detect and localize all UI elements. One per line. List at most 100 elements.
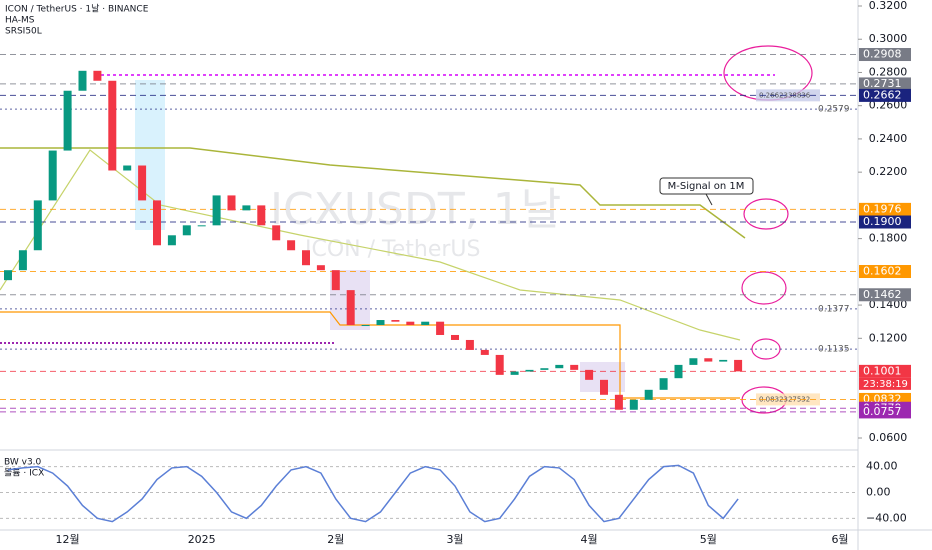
candle-body (465, 339, 474, 350)
y-tick-label: 0.0600 (869, 431, 908, 444)
price-tag-label: 0.1462 (863, 288, 902, 301)
candle-body (480, 349, 489, 355)
price-tag (859, 88, 911, 102)
candle-body (585, 369, 594, 380)
support-line (0, 311, 740, 399)
x-tick-label: 12월 (56, 533, 80, 546)
candle-body (540, 368, 549, 370)
candle-body (704, 358, 713, 362)
oscillator-subtitle: 볼륨 · ICX (4, 468, 44, 479)
header-indicator: SRSI50L (5, 27, 42, 37)
osc-tick-label: 40.00 (866, 460, 898, 473)
candle-body (212, 195, 221, 226)
candle-body (614, 394, 623, 410)
candle-body (33, 200, 42, 251)
candle-body (153, 200, 161, 246)
osc-tick-label: 0.00 (866, 486, 891, 499)
candle-body (719, 359, 728, 362)
candle-body (421, 321, 430, 326)
price-tag (859, 202, 911, 216)
candle-body (436, 321, 445, 335)
candle-body (302, 250, 310, 266)
candle-body (316, 265, 325, 271)
price-tag-label: 0.2662 (863, 88, 902, 101)
candle-body (93, 70, 102, 81)
y-tick-label: 0.2600 (869, 99, 908, 112)
level-label: 0.1377 (818, 304, 850, 314)
candle-body (600, 379, 608, 395)
m-signal-line (0, 147, 746, 239)
price-tag-label: 0.1976 (863, 202, 902, 215)
x-tick-label: 3월 (446, 533, 463, 546)
y-tick-label: 0.1800 (869, 232, 908, 245)
price-tag (859, 288, 911, 302)
highlight-circle (743, 198, 789, 230)
candle-body (495, 354, 504, 375)
y-tick-label: 0.3200 (869, 0, 908, 12)
x-tick-label: 6월 (831, 533, 848, 546)
oscillator-title: BW v3.0 (4, 458, 42, 468)
candle-body (18, 250, 27, 271)
candle-body (406, 321, 415, 326)
price-tag-label: 0.0757 (863, 405, 902, 418)
price-tag-label: 0.2731 (863, 77, 902, 90)
candle-body (734, 359, 743, 372)
candle-body (331, 270, 340, 291)
level-label: 0.2579 (818, 105, 850, 115)
candle-body (4, 270, 12, 281)
candle-body (644, 389, 653, 400)
y-tick-label: 0.1400 (869, 298, 908, 311)
osc-line (7, 464, 739, 523)
header-symbol: ICON / TetherUS · 1날 · BINANCE (5, 4, 149, 15)
osc-tick-label: −40.00 (866, 511, 907, 524)
candle-body (48, 150, 57, 201)
price-tag-label: 0.1602 (863, 265, 902, 278)
candle-body (629, 399, 638, 410)
candle-body (391, 320, 400, 322)
candle-body (287, 240, 296, 251)
candle-body (510, 371, 519, 375)
candle-body (182, 225, 191, 236)
x-tick-label: 2월 (327, 533, 344, 546)
candle-body (227, 195, 236, 211)
x-tick-label: 4월 (581, 533, 598, 546)
candle-body (257, 205, 266, 226)
candle-body (659, 378, 668, 390)
candle-body (689, 358, 698, 365)
candle-body (123, 165, 132, 171)
countdown: 23:38:19 (863, 379, 908, 390)
candle-body (78, 70, 87, 91)
candle-body (570, 364, 579, 370)
price-tag (859, 364, 911, 378)
annotation-pointer (705, 193, 713, 206)
y-tick-label: 0.2400 (869, 132, 908, 145)
price-tag (859, 48, 911, 62)
price-tag (859, 77, 911, 91)
header-indicator: HA-MS (5, 16, 35, 26)
price-tag (859, 265, 911, 279)
candle-body (138, 165, 147, 201)
candle-body (376, 320, 385, 326)
level-box (756, 89, 820, 102)
candle-body (272, 225, 281, 241)
annotation: M-Signal on 1M (668, 181, 745, 192)
x-tick-label: 5월 (700, 533, 717, 546)
price-tag-label: 0.2908 (863, 48, 902, 61)
candle-body (674, 364, 683, 379)
y-tick-label: 0.1200 (869, 331, 908, 344)
candle-body (167, 235, 176, 246)
candle-body (346, 290, 355, 326)
price-tag (859, 215, 911, 229)
level-label: 0.1135 (818, 345, 850, 355)
candle-body (197, 225, 206, 227)
y-tick-label: 0.2800 (869, 65, 908, 78)
candle-body (451, 334, 459, 340)
candle-body (361, 325, 370, 327)
price-tag-label: 0.1001 (863, 364, 902, 377)
countdown-tag (859, 377, 911, 390)
candle-body (242, 205, 251, 211)
price-tag-label: 0.1900 (863, 215, 902, 228)
level-box (756, 393, 820, 406)
y-tick-label: 0.2200 (869, 165, 908, 178)
